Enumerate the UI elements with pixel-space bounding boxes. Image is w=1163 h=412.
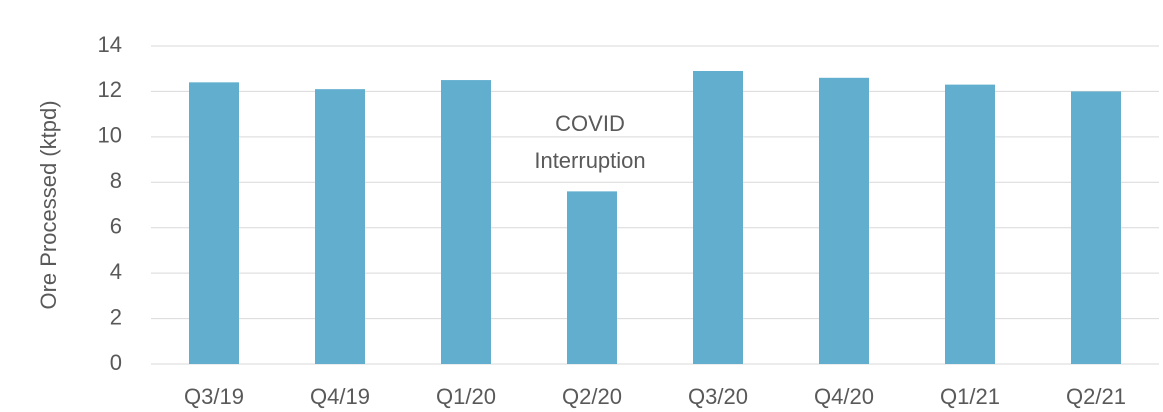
y-tick-label: 14 bbox=[98, 32, 122, 57]
x-tick-label: Q4/19 bbox=[310, 384, 370, 409]
annotation: COVID bbox=[555, 111, 625, 136]
x-tick-label: Q3/19 bbox=[184, 384, 244, 409]
y-tick-label: 0 bbox=[110, 350, 122, 375]
y-tick-label: 4 bbox=[110, 259, 122, 284]
bar bbox=[819, 77, 869, 365]
x-tick-label: Q1/20 bbox=[436, 384, 496, 409]
x-tick-label: Q1/21 bbox=[940, 384, 1000, 409]
x-tick-label: Q4/20 bbox=[814, 384, 874, 409]
y-tick-label: 12 bbox=[98, 77, 122, 102]
bar bbox=[693, 70, 743, 364]
x-tick-label: Q2/20 bbox=[562, 384, 622, 409]
y-tick-label: 2 bbox=[110, 304, 122, 329]
x-tick-label: Q2/21 bbox=[1066, 384, 1126, 409]
x-tick-label: Q3/20 bbox=[688, 384, 748, 409]
y-tick-label: 6 bbox=[110, 214, 122, 239]
annotation: Interruption bbox=[534, 148, 645, 173]
bar bbox=[567, 191, 617, 364]
y-tick-label: 10 bbox=[98, 123, 122, 148]
y-tick-label: 8 bbox=[110, 168, 122, 193]
y-axis-label: Ore Processed (ktpd) bbox=[36, 100, 61, 309]
bar bbox=[189, 82, 239, 364]
bar bbox=[945, 84, 995, 364]
bar bbox=[1071, 91, 1121, 364]
bar bbox=[315, 89, 365, 365]
bar bbox=[441, 80, 491, 365]
